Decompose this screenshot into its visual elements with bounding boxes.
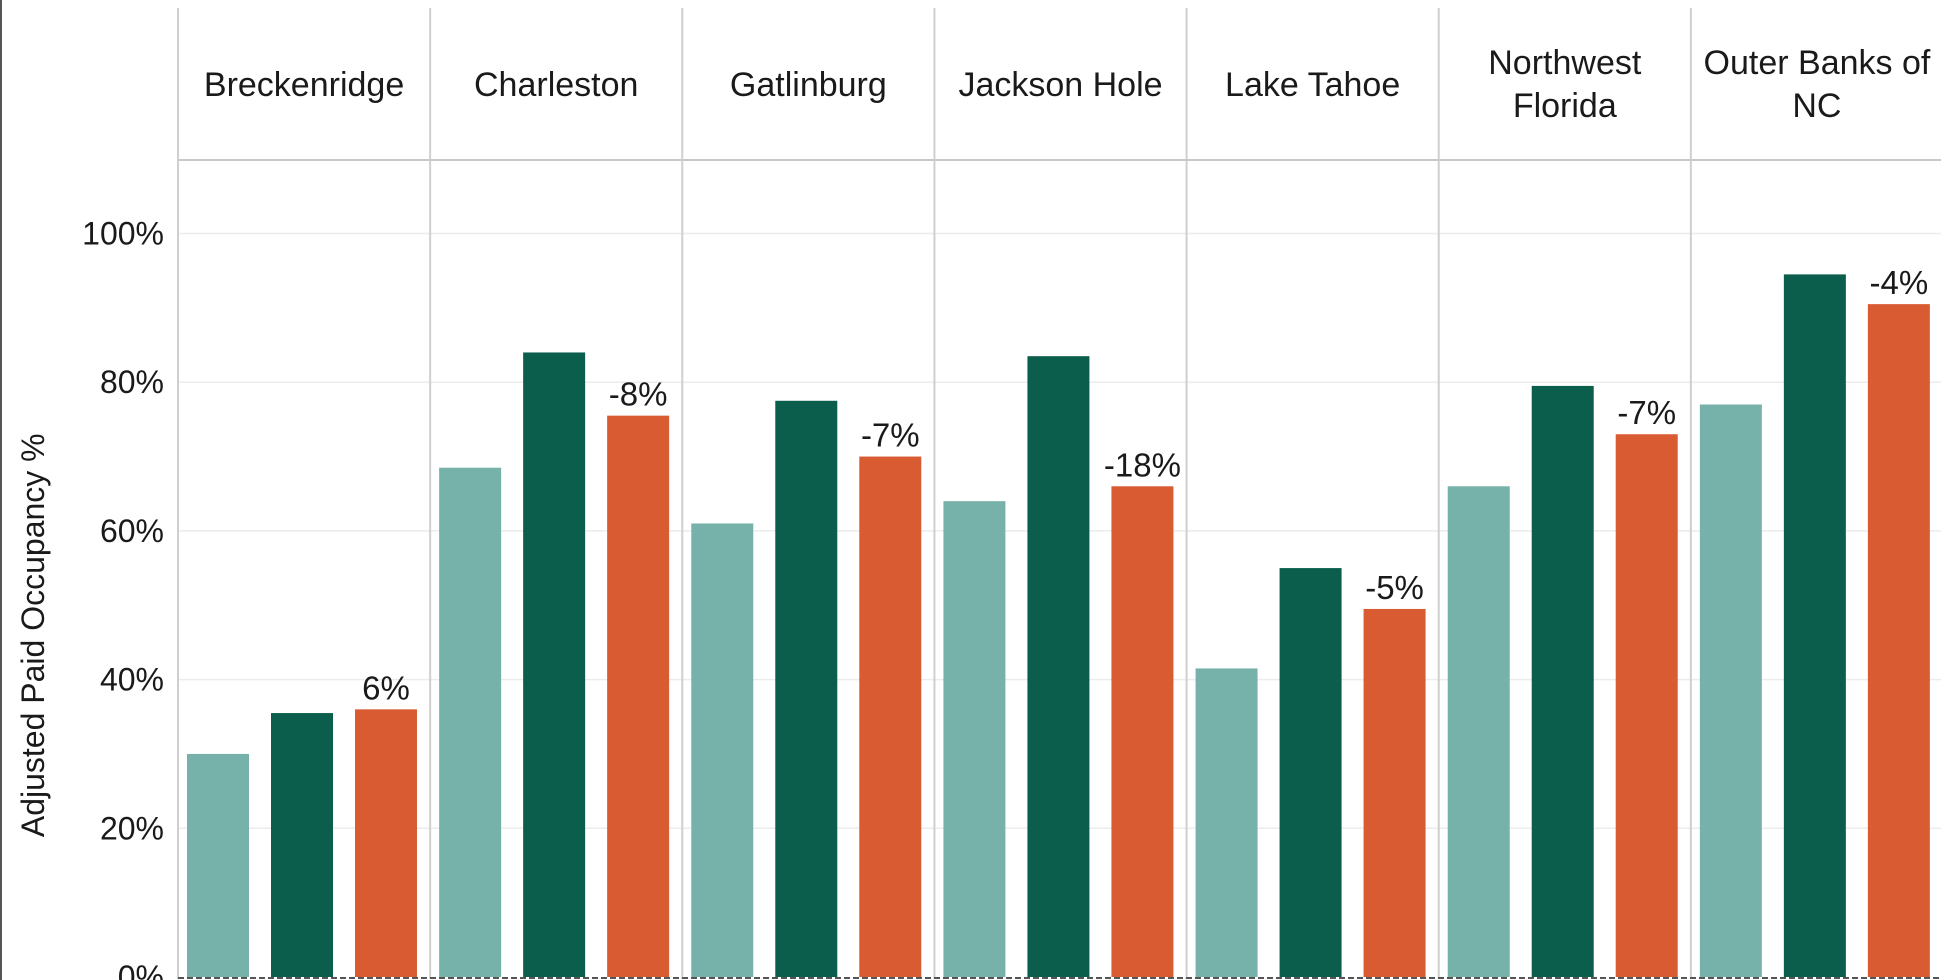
change-data-label: -7% [1617, 394, 1676, 431]
y-tick-label: 60% [100, 513, 164, 549]
bar [187, 753, 249, 977]
region-label: Outer Banks of [1704, 44, 1931, 82]
change-data-label: -4% [1870, 264, 1929, 301]
region-label: Charleston [474, 66, 638, 104]
bar [271, 713, 333, 977]
region-label: Lake Tahoe [1225, 66, 1400, 104]
y-tick-label: 100% [82, 216, 164, 252]
bar [775, 400, 838, 978]
y-tick-label: 20% [100, 810, 164, 846]
bar [1027, 356, 1090, 977]
bar [1615, 434, 1678, 977]
bar [859, 456, 922, 977]
change-data-label: 6% [362, 669, 410, 706]
y-axis-label: Adjusted Paid Occupancy % [15, 433, 51, 837]
bar [1867, 304, 1930, 977]
y-tick-label: 0% [118, 959, 164, 980]
bar [1363, 608, 1426, 977]
change-data-label: -18% [1104, 446, 1181, 483]
change-data-label: -5% [1365, 569, 1424, 606]
region-label: Jackson Hole [958, 66, 1162, 104]
y-tick-label: 80% [100, 364, 164, 400]
bar [691, 523, 754, 977]
bar [1111, 486, 1174, 977]
bar [1783, 274, 1846, 978]
bar [1195, 668, 1258, 977]
bar [1531, 385, 1594, 978]
bar [355, 709, 417, 977]
change-data-label: -8% [609, 376, 668, 413]
region-label: Northwest [1488, 44, 1642, 82]
region-label: Gatlinburg [730, 66, 887, 104]
change-data-label: -7% [861, 417, 920, 454]
region-label: NC [1792, 87, 1841, 125]
bar [1447, 486, 1510, 977]
region-label: Florida [1513, 87, 1617, 125]
bar [1279, 568, 1342, 977]
bar [523, 352, 586, 978]
bar [943, 501, 1006, 977]
bar [439, 467, 502, 977]
bar [1699, 404, 1762, 977]
bar [607, 415, 670, 978]
y-tick-label: 40% [100, 662, 164, 698]
region-label: Breckenridge [204, 66, 404, 104]
